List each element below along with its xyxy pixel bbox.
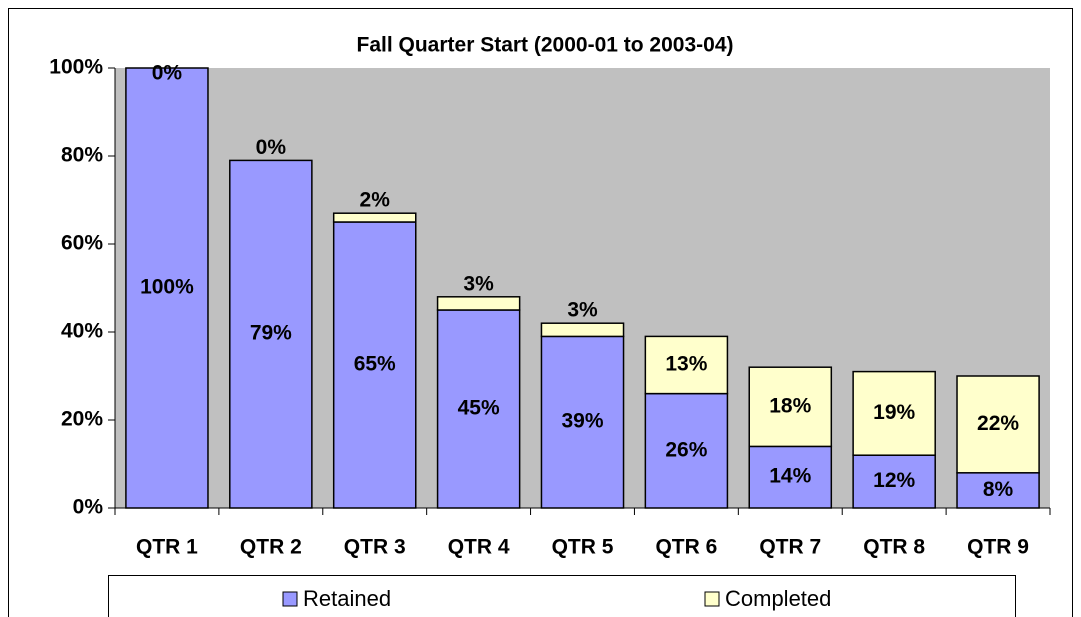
x-tick-label: QTR 2 [240,536,302,559]
bar-segment [644,335,729,395]
y-tick-label: 80% [61,144,103,167]
y-tick-label: 20% [61,408,103,431]
x-tick-label: QTR 8 [863,536,925,559]
data-label: 3% [567,299,598,322]
data-label: 19% [873,401,915,424]
bar-segment [436,296,521,311]
bar-segment [748,445,833,509]
legend-text: Completed [725,586,831,611]
data-label: 22% [977,412,1019,435]
data-label: 79% [250,322,292,345]
x-tick-label: QTR 5 [552,536,614,559]
data-label: 8% [983,478,1014,501]
chart-title: Fall Quarter Start (2000-01 to 2003-04) [357,34,734,57]
data-label: 0% [256,136,287,159]
x-tick-label: QTR 7 [759,536,821,559]
data-label: 100% [140,276,194,299]
data-label: 39% [561,410,603,433]
bar-segment [956,472,1040,509]
y-tick-label: 0% [73,496,104,519]
legend-box [108,575,1016,617]
data-label: 2% [360,189,391,212]
x-tick-label: QTR 1 [136,536,198,559]
y-tick-label: 40% [61,320,103,343]
bar-segment [125,67,209,509]
x-tick-label: QTR 4 [448,536,510,559]
x-tick-label: QTR 9 [967,536,1029,559]
bar-segment [852,454,936,509]
legend-swatch [282,591,298,607]
data-label: 0% [152,62,183,85]
bar-segment [332,212,417,223]
data-label: 3% [463,272,494,295]
bar-segment [540,335,625,509]
bar-segment [956,375,1040,474]
data-label: 26% [665,438,707,461]
x-tick-label: QTR 6 [655,536,717,559]
y-tick-label: 60% [61,232,103,255]
data-label: 13% [665,353,707,376]
bar-segment [852,370,936,456]
bar-segment [748,366,833,448]
data-label: 12% [873,469,915,492]
bar-segment [332,221,417,509]
bar-segment [540,322,625,338]
data-label: 18% [769,394,811,417]
legend-swatch [704,591,720,607]
bar-segment [436,309,521,509]
data-label: 45% [458,397,500,420]
legend-text: Retained [303,586,391,611]
bar-segment [229,159,313,509]
data-label: 65% [354,353,396,376]
x-tick-label: QTR 3 [344,536,406,559]
data-label: 14% [769,465,811,488]
y-tick-label: 100% [49,56,103,79]
